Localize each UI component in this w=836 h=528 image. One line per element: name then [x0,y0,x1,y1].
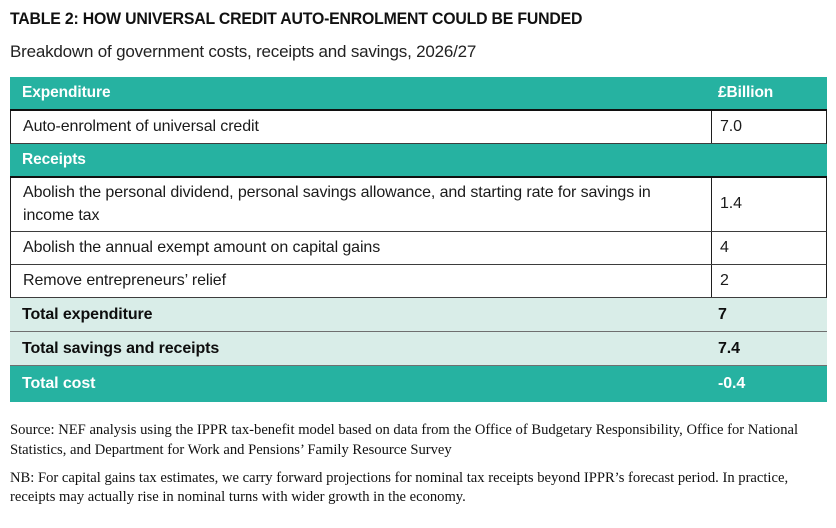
row-value: 7.4 [718,339,740,357]
row-label: Total savings and receipts [22,339,220,357]
table-row-total-savings-receipts: Total savings and receipts 7.4 [10,332,827,367]
table-row-remove-entrepreneurs-relief: Remove entrepreneurs’ relief 2 [10,265,828,299]
funding-table: Expenditure £Billion Auto-enrolment of u… [10,77,828,403]
row-label: Abolish the personal dividend, personal … [23,184,651,224]
row-label: Abolish the annual exempt amount on capi… [23,239,381,257]
section-header-receipts: Receipts [22,151,86,168]
row-label: Auto-enrolment of universal credit [23,117,259,135]
row-value: 1.4 [711,178,828,232]
report-page: TABLE 2: HOW UNIVERSAL CREDIT AUTO-ENROL… [10,10,830,507]
nb-note: NB: For capital gains tax estimates, we … [10,469,789,506]
row-label: Total expenditure [22,305,153,323]
table-header-row-receipts: Receipts [10,144,827,178]
table-row-auto-enrolment: Auto-enrolment of universal credit 7.0 [10,111,827,144]
row-value: -0.4 [718,375,746,393]
row-label: Remove entrepreneurs’ relief [23,272,226,290]
table-row-abolish-annual-exempt-amount: Abolish the annual exempt amount on capi… [10,232,828,266]
row-value: 7 [718,305,727,323]
table-title: TABLE 2: HOW UNIVERSAL CREDIT AUTO-ENROL… [10,10,583,28]
column-header-expenditure: Expenditure [22,84,111,101]
column-header-billion: £Billion [718,84,774,101]
row-value: 2 [711,265,828,298]
row-label: Total cost [22,375,96,393]
table-row-abolish-dividend-savings-allowance: Abolish the personal dividend, personal … [10,178,828,233]
table-subtitle: Breakdown of government costs, receipts … [10,42,477,61]
row-value: 4 [711,232,828,265]
row-value: 7.0 [711,111,828,143]
table-row-total-cost: Total cost -0.4 [10,366,827,403]
table-row-total-expenditure: Total expenditure 7 [10,298,827,333]
source-note: Source: NEF analysis using the IPPR tax-… [10,422,799,458]
section-header-receipts-value [710,144,827,176]
table-header-row-expenditure: Expenditure £Billion [10,77,827,111]
footnotes: Source: NEF analysis using the IPPR tax-… [10,421,830,507]
